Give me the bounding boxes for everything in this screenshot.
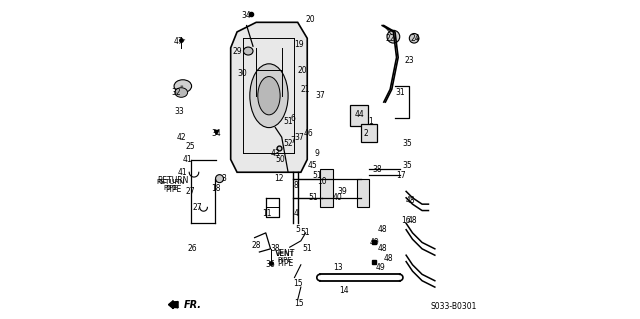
Ellipse shape	[258, 77, 280, 115]
Text: 40: 40	[333, 193, 342, 202]
Text: 35: 35	[403, 161, 413, 170]
Text: 34: 34	[211, 130, 221, 138]
Text: 13: 13	[333, 263, 342, 272]
Text: 2: 2	[364, 130, 369, 138]
Text: 21: 21	[301, 85, 310, 94]
Text: 10: 10	[317, 177, 326, 186]
Text: 50: 50	[275, 155, 285, 164]
Ellipse shape	[175, 88, 188, 97]
Text: 28: 28	[252, 241, 261, 250]
Text: 48: 48	[384, 254, 394, 263]
Text: 29: 29	[232, 47, 242, 56]
Text: 33: 33	[175, 107, 184, 116]
Text: 8: 8	[294, 181, 298, 189]
Text: 43: 43	[271, 149, 280, 158]
Text: 1: 1	[369, 117, 373, 126]
Bar	[320, 169, 333, 207]
Text: 9: 9	[314, 149, 319, 158]
Text: 12: 12	[274, 174, 284, 183]
Text: 15: 15	[293, 279, 303, 288]
Text: VENT
PIPE: VENT PIPE	[275, 249, 295, 268]
Text: 41: 41	[183, 155, 193, 164]
Text: 48: 48	[408, 216, 417, 225]
Text: 52: 52	[284, 139, 293, 148]
Text: FR.: FR.	[184, 300, 202, 310]
Text: 38: 38	[372, 165, 382, 174]
Bar	[356, 179, 369, 207]
Text: 51: 51	[301, 228, 310, 237]
Text: 24: 24	[411, 34, 420, 43]
Text: 49: 49	[369, 238, 379, 247]
Text: 32: 32	[171, 88, 180, 97]
Ellipse shape	[243, 47, 253, 55]
Text: 20: 20	[306, 15, 316, 24]
Bar	[362, 124, 378, 142]
Text: 39: 39	[337, 187, 348, 196]
Text: 48: 48	[378, 244, 387, 253]
FancyArrow shape	[168, 300, 178, 309]
Text: 51: 51	[284, 117, 293, 126]
Text: 45: 45	[307, 161, 317, 170]
Text: 26: 26	[188, 244, 197, 253]
Text: 37: 37	[315, 91, 325, 100]
Text: 44: 44	[355, 110, 365, 119]
Text: 11: 11	[262, 209, 272, 218]
Text: 15: 15	[294, 299, 304, 308]
Text: 20: 20	[298, 66, 307, 75]
Text: 6: 6	[291, 114, 295, 122]
Text: 18: 18	[212, 184, 221, 193]
Text: 3: 3	[222, 174, 227, 183]
Text: 7: 7	[291, 136, 295, 145]
Ellipse shape	[387, 30, 400, 43]
Ellipse shape	[250, 64, 288, 128]
Bar	[350, 105, 368, 126]
Text: RETURN
PIPE: RETURN PIPE	[157, 179, 185, 191]
Text: 14: 14	[339, 286, 349, 295]
Text: 35: 35	[403, 139, 413, 148]
Text: 23: 23	[404, 56, 414, 65]
Text: 34: 34	[242, 11, 252, 20]
Text: 51: 51	[303, 244, 312, 253]
Text: 19: 19	[294, 40, 304, 49]
Text: VENT
PIPE: VENT PIPE	[276, 250, 294, 263]
Text: 17: 17	[397, 171, 406, 180]
Text: S033-B0301: S033-B0301	[431, 302, 477, 311]
Text: 30: 30	[237, 69, 247, 78]
Text: 25: 25	[186, 142, 196, 151]
Text: 27: 27	[193, 203, 202, 212]
Text: 27: 27	[186, 187, 196, 196]
Text: 5: 5	[295, 225, 300, 234]
Text: 49: 49	[376, 263, 385, 272]
Text: 42: 42	[177, 133, 186, 142]
Text: 41: 41	[178, 168, 188, 177]
Text: 16: 16	[401, 216, 411, 225]
Text: 51: 51	[312, 171, 322, 180]
Text: 31: 31	[395, 88, 404, 97]
Text: 4: 4	[294, 209, 298, 218]
Text: 38: 38	[271, 244, 280, 253]
Ellipse shape	[174, 80, 191, 93]
PathPatch shape	[230, 22, 307, 172]
Text: 48: 48	[406, 197, 416, 205]
Ellipse shape	[410, 33, 419, 43]
Text: 47: 47	[173, 37, 183, 46]
Text: 46: 46	[304, 130, 314, 138]
Text: RETURN
PIPE: RETURN PIPE	[157, 176, 189, 194]
Text: 51: 51	[309, 193, 319, 202]
Text: 48: 48	[378, 225, 387, 234]
Text: 36: 36	[266, 260, 275, 269]
Text: 22: 22	[385, 34, 395, 43]
Ellipse shape	[216, 174, 223, 182]
Text: 37: 37	[294, 133, 304, 142]
